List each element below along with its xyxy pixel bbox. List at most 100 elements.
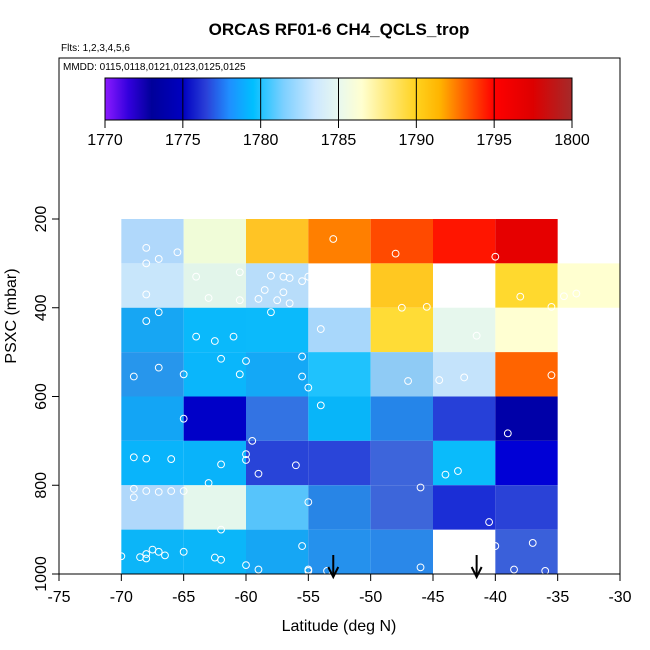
- observation-point: [242, 450, 250, 459]
- observation-point: [391, 249, 400, 258]
- observation-point: [547, 371, 556, 380]
- y-tick-label: 200: [33, 206, 50, 233]
- observation-point: [142, 259, 151, 268]
- heatmap-cell: [370, 263, 433, 308]
- heatmap-cell: [370, 352, 433, 397]
- heatmap-cell: [308, 352, 371, 397]
- observation-point: [204, 479, 213, 487]
- heatmap-cell: [246, 396, 309, 441]
- observation-point: [242, 456, 250, 464]
- heatmap-cell: [308, 440, 371, 486]
- colorbar-tick-label: 1780: [243, 132, 279, 149]
- heatmap-cell: [370, 396, 433, 441]
- observation-point: [142, 487, 151, 495]
- heatmap-cell: [121, 440, 184, 486]
- observation-point: [298, 352, 307, 361]
- observation-point: [235, 296, 244, 305]
- observation-point: [273, 296, 282, 305]
- heatmap-cell: [308, 307, 371, 353]
- observation-point: [154, 488, 163, 496]
- heatmap-cell: [183, 352, 246, 397]
- heatmap-cell: [183, 307, 246, 353]
- heatmap-cell: [495, 219, 558, 264]
- observation-point: [404, 377, 412, 385]
- heatmap-cell: [183, 263, 246, 308]
- observation-point: [192, 332, 201, 341]
- heatmap-cell: [433, 307, 496, 353]
- observation-point: [242, 357, 250, 365]
- heatmap-cell: [183, 396, 246, 441]
- x-tick-label: -30: [608, 589, 631, 606]
- observation-point: [316, 325, 325, 333]
- observation-point: [260, 286, 269, 294]
- observation-point: [217, 354, 225, 363]
- observation-point: [210, 337, 219, 345]
- heatmap-cell: [495, 263, 558, 308]
- heatmap-cell: [246, 263, 309, 308]
- x-axis-label: Latitude (deg N): [282, 618, 397, 635]
- colorbar-tick-label: 1795: [476, 132, 512, 149]
- x-tick-label: -35: [546, 589, 569, 606]
- y-tick-label: 600: [33, 383, 50, 410]
- observation-point: [316, 401, 325, 410]
- heatmap-cell: [246, 485, 309, 530]
- y-tick-label: 800: [33, 472, 50, 499]
- heatmap-cell: [433, 219, 496, 264]
- observation-point: [516, 292, 525, 301]
- observation-point: [161, 551, 169, 560]
- heatmap-cell: [495, 529, 558, 574]
- colorbar-tick-label: 1770: [87, 132, 123, 149]
- observation-point: [154, 363, 163, 372]
- x-tick-label: -60: [234, 589, 257, 606]
- observation-point: [304, 272, 313, 281]
- heatmap-cell: [433, 396, 496, 441]
- observation-point: [285, 274, 294, 282]
- heatmap-cell: [557, 263, 620, 308]
- observation-point: [560, 292, 568, 301]
- observation-point: [167, 455, 176, 463]
- observation-point: [491, 252, 500, 261]
- heatmap-cell: [370, 485, 433, 530]
- x-tick-label: -75: [47, 589, 70, 606]
- observation-point: [204, 294, 213, 302]
- observation-point: [291, 461, 300, 470]
- observation-point: [142, 317, 151, 325]
- chart-title: ORCAS RF01-6 CH4_QCLS_trop: [209, 20, 470, 39]
- observation-point: [298, 542, 307, 550]
- observation-point: [179, 370, 188, 379]
- heatmap-cell: [495, 352, 558, 397]
- observation-point: [304, 498, 313, 507]
- y-axis: 200 400 600 800 1000: [33, 206, 59, 592]
- observation-point: [154, 255, 163, 263]
- observation-point: [491, 542, 500, 550]
- observation-point: [472, 331, 481, 340]
- heatmap-cell: [121, 307, 184, 353]
- colorbar-tick-label: 1800: [554, 132, 590, 149]
- observation-point: [179, 547, 188, 556]
- mmdd-label: MMDD: 0115,0118,0121,0123,0125,0125: [63, 62, 246, 73]
- observation-point: [528, 539, 537, 547]
- observation-point: [117, 552, 126, 561]
- observation-point: [167, 487, 176, 495]
- observation-point: [248, 436, 257, 445]
- observation-point: [435, 376, 444, 384]
- observation-point: [254, 294, 263, 303]
- x-tick-label: -55: [297, 589, 320, 606]
- heatmap-cell: [433, 440, 496, 486]
- observation-point: [267, 271, 275, 280]
- observation-point: [572, 289, 581, 298]
- colorbar-tick-label: 1785: [321, 132, 357, 149]
- observation-point: [179, 487, 188, 495]
- heatmap-cell: [370, 307, 433, 353]
- observation-point: [154, 308, 163, 317]
- plot-frame: [58, 57, 621, 575]
- y-tick-label: 1000: [33, 556, 50, 592]
- observation-point: [229, 332, 238, 341]
- heatmap-cell: [121, 352, 184, 397]
- x-tick-label: -40: [484, 589, 507, 606]
- observation-point: [142, 454, 151, 463]
- heatmap-cell: [246, 307, 309, 353]
- observation-point: [460, 373, 469, 382]
- observation-point: [267, 308, 275, 317]
- x-tick-label: -65: [172, 589, 195, 606]
